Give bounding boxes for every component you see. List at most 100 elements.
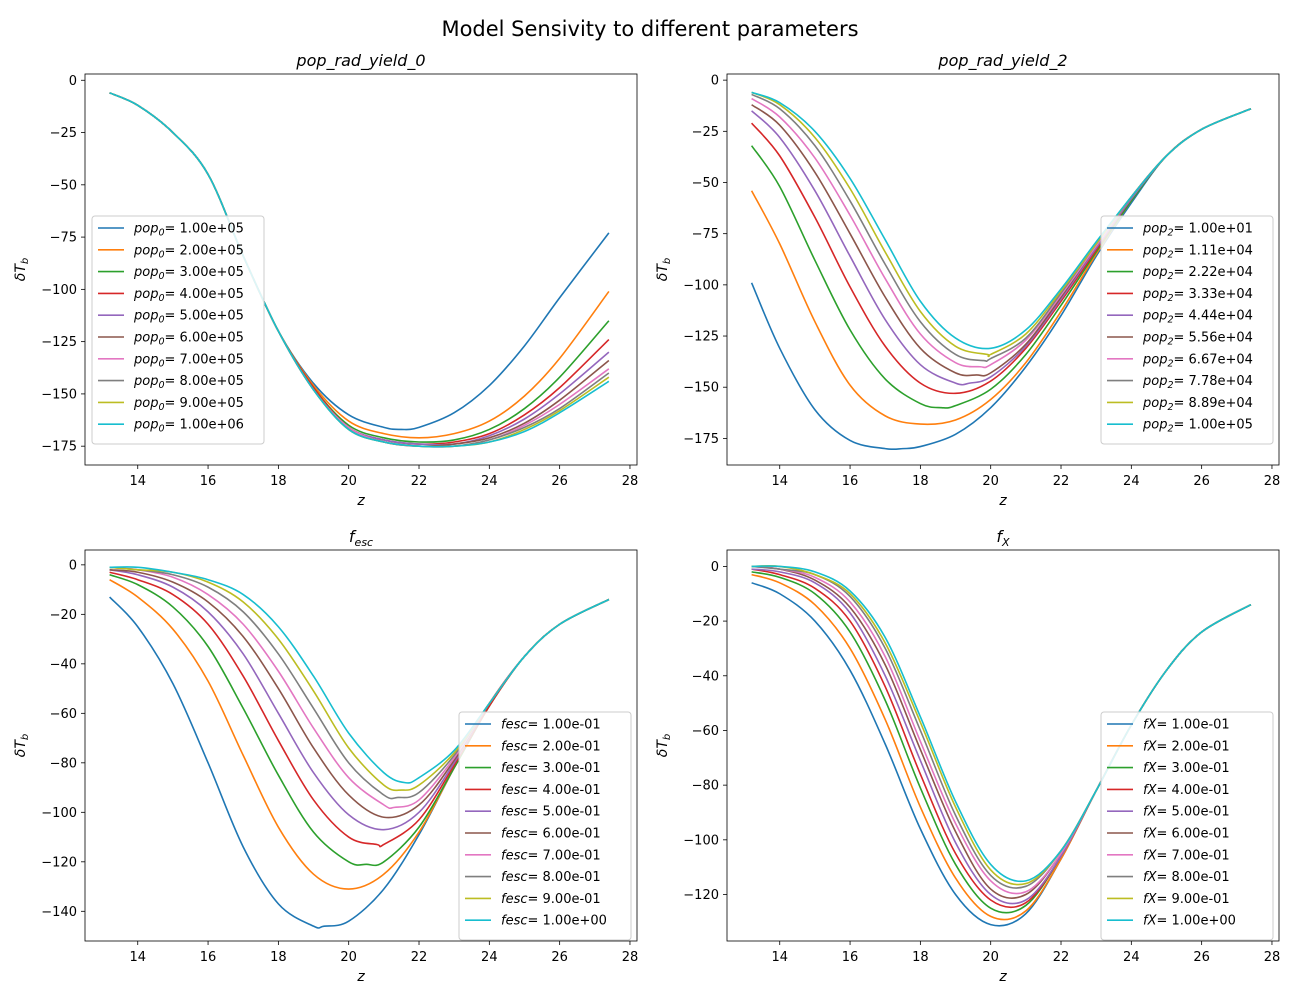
- legend-entry: fX= 2.00e-01: [1143, 739, 1230, 754]
- legend-entry: pop2= 1.00e+01: [1142, 222, 1253, 239]
- y-tick-label: −150: [683, 381, 719, 396]
- legend-entry: fesc= 1.00e+00: [501, 914, 607, 929]
- x-tick-label: 16: [842, 474, 859, 489]
- y-tick-label: −75: [692, 227, 719, 242]
- legend: fX= 1.00e-01 fX= 2.00e-01 fX= 3.00e-01 fX= …: [1100, 711, 1274, 941]
- legend: pop2= 1.00e+01 pop2= 1.11e+04 pop2= 2.22e+…: [1100, 215, 1274, 445]
- legend-entry: fX= 4.00e-01: [1143, 783, 1230, 798]
- legend-entry: pop2= 1.00e+05: [1142, 418, 1253, 435]
- y-tick-label: −75: [50, 231, 77, 246]
- x-tick-label: 14: [129, 474, 146, 489]
- y-tick-label: −80: [50, 756, 77, 771]
- x-tick-label: 16: [200, 950, 217, 965]
- figure-suptitle: Model Sensivity to different parameters: [441, 17, 858, 41]
- legend-entry: fX= 8.00e-01: [1143, 870, 1230, 885]
- legend-frame: [1100, 711, 1274, 941]
- legend-entry: pop0= 8.00e+05: [133, 374, 244, 391]
- legend-frame: [458, 711, 632, 941]
- x-tick-label: 24: [481, 950, 498, 965]
- subplot-4: fX 14 16 18 20 22 24 26 28 0 −20 −40 −60 −80 −100 −120 z…: [655, 527, 1280, 985]
- legend-entry: fesc= 7.00e-01: [501, 848, 601, 863]
- y-tick-label: −150: [41, 387, 77, 402]
- x-tick-label: 26: [1193, 474, 1210, 489]
- y-tick-label: −100: [41, 283, 77, 298]
- legend: pop0= 1.00e+05 pop0= 2.00e+05 pop0= 3.00e+…: [91, 215, 265, 445]
- legend-entry: pop0= 2.00e+05: [133, 243, 244, 260]
- y-tick-label: −25: [50, 126, 77, 141]
- y-tick-label: −120: [41, 855, 77, 870]
- legend-entry: pop2= 7.78e+04: [1142, 374, 1253, 391]
- x-tick-label: 14: [129, 950, 146, 965]
- subplot-2: pop_rad_yield_2 14 16 18 20 22 24 26 28 0 −25 −50 −7…: [655, 51, 1280, 509]
- axes-frame: [84, 549, 638, 942]
- x-tick-label: 18: [912, 950, 929, 965]
- legend-entry: fesc= 6.00e-01: [501, 827, 601, 842]
- x-tick-label: 26: [1193, 950, 1210, 965]
- axes-frame: [726, 73, 1280, 466]
- y-tick-label: −40: [50, 657, 77, 672]
- y-tick-label: 0: [711, 560, 719, 575]
- legend-entry: fX= 7.00e-01: [1143, 848, 1230, 863]
- x-tick-label: 28: [1264, 474, 1281, 489]
- x-axis-label: z: [356, 969, 365, 985]
- legend-entry: pop0= 6.00e+05: [133, 331, 244, 348]
- legend-entry: pop0= 3.00e+05: [133, 265, 244, 282]
- subplot-title: fX: [996, 527, 1010, 549]
- legend-entry: fX= 1.00e-01: [1143, 718, 1230, 733]
- legend-entry: pop0= 4.00e+05: [133, 287, 244, 304]
- y-tick-label: −100: [683, 833, 719, 848]
- subplot-title: fesc: [349, 527, 373, 549]
- x-tick-label: 20: [340, 950, 357, 965]
- x-tick-label: 28: [1264, 950, 1281, 965]
- series-line-10: [751, 91, 1252, 350]
- legend-entry: pop2= 1.11e+04: [1142, 243, 1253, 260]
- legend-entry: pop2= 5.56e+04: [1142, 331, 1253, 348]
- legend-entry: pop0= 1.00e+06: [133, 418, 244, 435]
- x-tick-label: 24: [1123, 474, 1140, 489]
- x-tick-label: 18: [270, 474, 287, 489]
- legend-entry: pop2= 2.22e+04: [1142, 265, 1253, 282]
- y-axis-label: δTb: [655, 734, 673, 757]
- y-tick-label: 0: [69, 558, 77, 573]
- subplot-title: pop_rad_yield_0: [295, 51, 425, 71]
- legend-entry: pop0= 7.00e+05: [133, 352, 244, 369]
- y-tick-label: −25: [692, 125, 719, 140]
- y-tick-label: −140: [41, 905, 77, 920]
- x-tick-label: 18: [912, 474, 929, 489]
- legend-entry: fX= 9.00e-01: [1143, 892, 1230, 907]
- legend-entry: fesc= 5.00e-01: [501, 805, 601, 820]
- x-tick-label: 24: [481, 474, 498, 489]
- legend-entry: fesc= 9.00e-01: [501, 892, 601, 907]
- x-tick-label: 16: [200, 474, 217, 489]
- legend-entry: pop2= 6.67e+04: [1142, 352, 1253, 369]
- x-tick-label: 16: [842, 950, 859, 965]
- x-tick-label: 24: [1123, 950, 1140, 965]
- x-tick-label: 22: [1053, 474, 1070, 489]
- x-tick-label: 14: [771, 950, 788, 965]
- legend-frame: [1100, 215, 1274, 445]
- series-line-10: [751, 565, 1252, 883]
- legend-entry: fesc= 8.00e-01: [501, 870, 601, 885]
- legend-entry: pop0= 9.00e+05: [133, 396, 244, 413]
- x-tick-label: 20: [982, 950, 999, 965]
- x-tick-label: 20: [982, 474, 999, 489]
- axes-frame: [84, 73, 638, 466]
- y-axis-label: δTb: [13, 258, 31, 281]
- x-tick-label: 22: [1053, 950, 1070, 965]
- legend-entry: pop2= 8.89e+04: [1142, 396, 1253, 413]
- legend-entry: fX= 6.00e-01: [1143, 827, 1230, 842]
- y-tick-label: −100: [683, 278, 719, 293]
- y-tick-label: −100: [41, 806, 77, 821]
- x-axis-label: z: [998, 493, 1007, 509]
- x-tick-label: 28: [622, 474, 639, 489]
- legend-entry: fesc= 4.00e-01: [501, 783, 601, 798]
- y-tick-label: −40: [692, 669, 719, 684]
- legend-entry: pop0= 5.00e+05: [133, 309, 244, 326]
- y-tick-label: −175: [41, 440, 77, 455]
- x-tick-label: 20: [340, 474, 357, 489]
- y-tick-label: −50: [50, 178, 77, 193]
- y-tick-label: −125: [41, 335, 77, 350]
- y-tick-label: −175: [683, 432, 719, 447]
- y-tick-label: −80: [692, 779, 719, 794]
- x-axis-label: z: [998, 969, 1007, 985]
